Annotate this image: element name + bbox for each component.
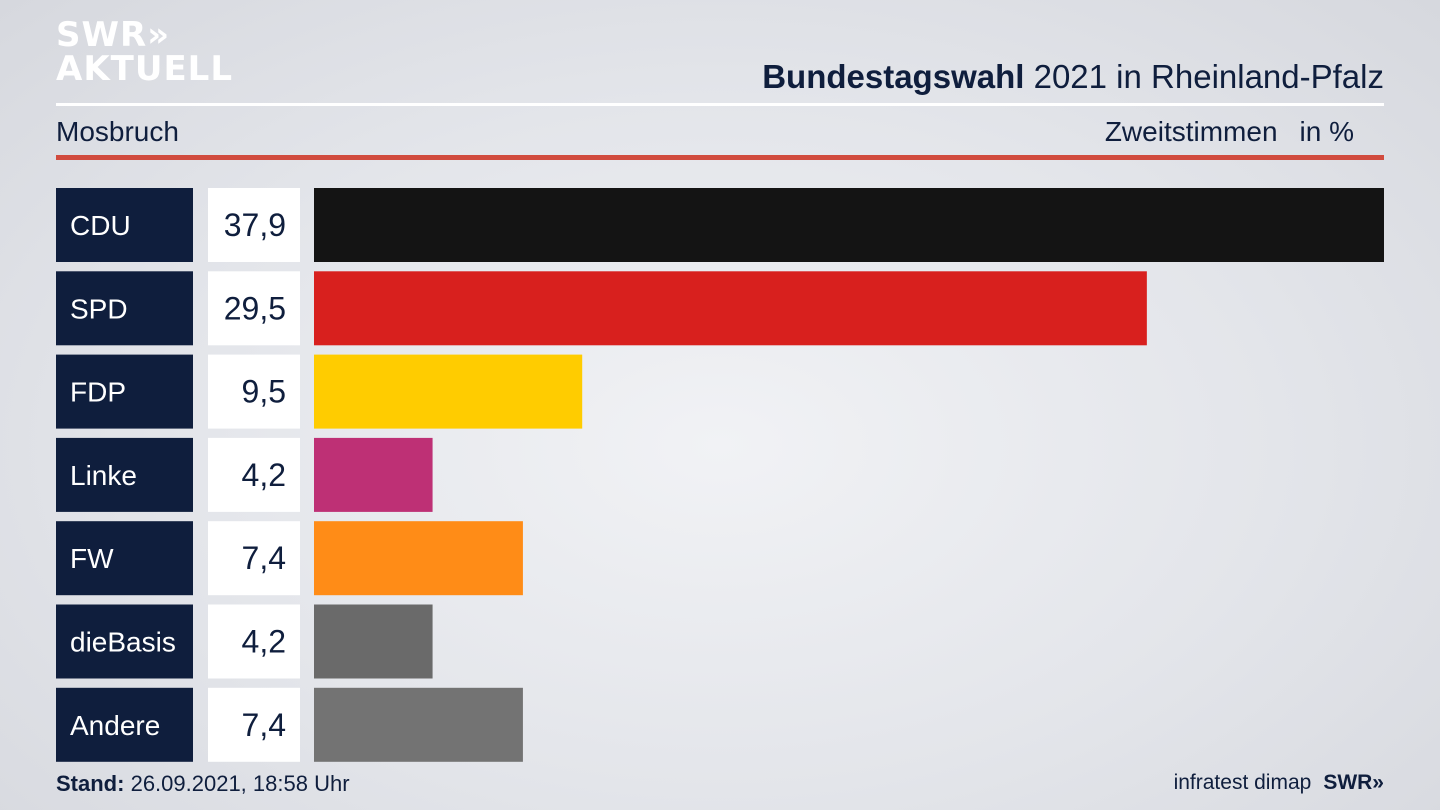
party-label-fw: FW xyxy=(70,543,114,574)
value-box-diebasis xyxy=(208,604,300,679)
title-bold: Bundestagswahl xyxy=(762,58,1025,95)
party-label-spd: SPD xyxy=(70,293,128,324)
value-label-spd: 29,5 xyxy=(224,290,286,326)
timestamp: Stand: 26.09.2021, 18:58 Uhr xyxy=(56,771,350,797)
bar-fdp xyxy=(314,354,583,429)
party-box-fw xyxy=(56,521,193,596)
page-title: Bundestagswahl 2021 in Rheinland-Pfalz xyxy=(762,58,1384,96)
value-label-fdp: 9,5 xyxy=(242,374,286,410)
value-box-fdp xyxy=(208,354,300,429)
party-label-cdu: CDU xyxy=(70,210,131,241)
value-box-andere xyxy=(208,687,300,762)
party-box-fdp xyxy=(56,354,193,429)
party-label-andere: Andere xyxy=(70,710,160,741)
party-box-cdu xyxy=(56,188,193,262)
location-label: Mosbruch xyxy=(56,116,179,147)
value-label-andere: 7,4 xyxy=(242,707,286,743)
source-credits: infratest dimap SWR» xyxy=(1174,771,1384,795)
swr-aktuell-logo: SWR» AKTUELL xyxy=(56,15,234,89)
value-box-spd xyxy=(208,271,300,346)
unit-label: in % xyxy=(1299,116,1354,147)
bar-spd xyxy=(314,271,1147,346)
value-box-linke xyxy=(208,437,300,512)
source-label: infratest dimap xyxy=(1173,771,1312,794)
measure-label: Zweitstimmen in % xyxy=(1105,116,1354,148)
value-label-linke: 4,2 xyxy=(242,457,286,493)
party-box-spd xyxy=(56,271,193,346)
value-label-cdu: 37,9 xyxy=(224,207,286,243)
bar-linke xyxy=(314,437,433,512)
stand-value: 26.09.2021, 18:58 Uhr xyxy=(130,771,350,796)
accent-divider xyxy=(56,155,1384,160)
party-box-diebasis xyxy=(56,604,193,679)
stand-label: Stand: xyxy=(56,771,125,796)
header-divider xyxy=(56,103,1384,106)
value-box-fw xyxy=(208,521,300,596)
bar-fw xyxy=(314,521,523,596)
party-box-andere xyxy=(56,687,193,762)
party-box-linke xyxy=(56,437,193,512)
party-label-linke: Linke xyxy=(70,460,137,491)
bar-andere xyxy=(314,687,523,762)
value-box-cdu xyxy=(208,188,300,262)
swr-small-logo: SWR» xyxy=(1323,771,1384,794)
value-label-diebasis: 4,2 xyxy=(242,624,286,660)
party-label-diebasis: dieBasis xyxy=(70,627,176,658)
bar-cdu xyxy=(314,188,1384,262)
value-label-fw: 7,4 xyxy=(242,540,286,576)
title-rest: 2021 in Rheinland-Pfalz xyxy=(1033,58,1384,95)
measure-name: Zweitstimmen xyxy=(1104,116,1278,147)
party-label-fdp: FDP xyxy=(70,377,126,408)
bar-diebasis xyxy=(314,604,433,679)
